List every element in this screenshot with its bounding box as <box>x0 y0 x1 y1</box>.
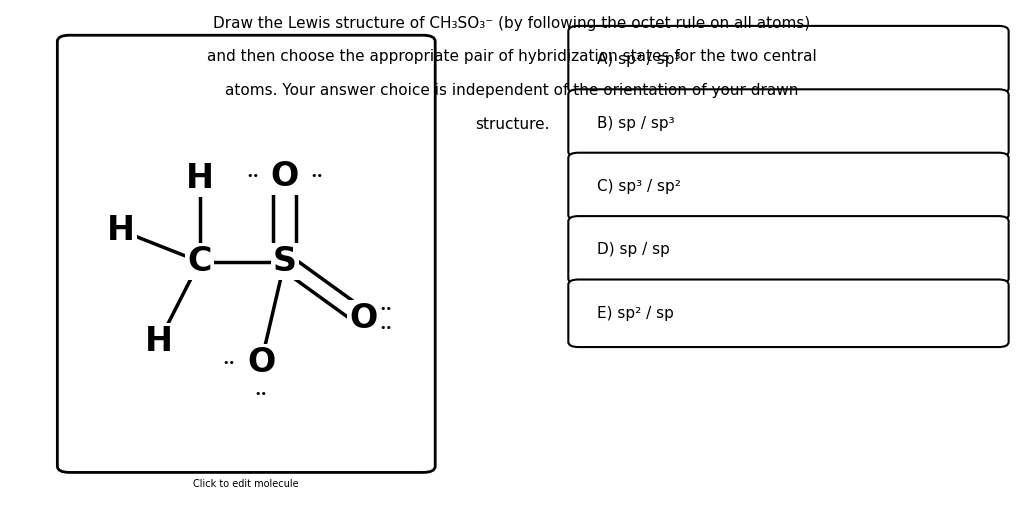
Text: ••: •• <box>246 171 259 181</box>
Text: ••: •• <box>380 304 392 314</box>
Text: D) sp / sp: D) sp / sp <box>597 242 670 257</box>
Text: E) sp² / sp: E) sp² / sp <box>597 306 674 321</box>
Text: Click to edit molecule: Click to edit molecule <box>194 479 299 489</box>
Text: ••: •• <box>222 357 236 368</box>
FancyBboxPatch shape <box>568 216 1009 284</box>
Text: S: S <box>272 245 297 278</box>
Text: atoms. Your answer choice is independent of the orientation of your drawn: atoms. Your answer choice is independent… <box>225 83 799 98</box>
Text: H: H <box>144 325 173 358</box>
Text: H: H <box>185 162 214 195</box>
Text: C) sp³ / sp²: C) sp³ / sp² <box>597 179 681 194</box>
Text: O: O <box>247 346 275 379</box>
FancyBboxPatch shape <box>568 26 1009 93</box>
FancyBboxPatch shape <box>57 35 435 472</box>
Text: B) sp / sp³: B) sp / sp³ <box>597 116 675 131</box>
FancyBboxPatch shape <box>568 89 1009 157</box>
Text: A) sp³ / sp³: A) sp³ / sp³ <box>597 52 681 67</box>
Text: ••: •• <box>255 388 267 399</box>
Text: ••: •• <box>380 323 392 333</box>
Text: O: O <box>270 160 299 193</box>
Text: structure.: structure. <box>475 117 549 132</box>
Text: H: H <box>106 214 135 247</box>
Text: C: C <box>187 245 212 278</box>
Text: Draw the Lewis structure of CH₃SO₃⁻ (by following the octet rule on all atoms): Draw the Lewis structure of CH₃SO₃⁻ (by … <box>213 16 811 31</box>
Text: O: O <box>349 302 378 335</box>
Text: and then choose the appropriate pair of hybridization states for the two central: and then choose the appropriate pair of … <box>207 49 817 64</box>
Text: ••: •• <box>310 171 324 181</box>
FancyBboxPatch shape <box>568 153 1009 220</box>
FancyBboxPatch shape <box>568 280 1009 347</box>
